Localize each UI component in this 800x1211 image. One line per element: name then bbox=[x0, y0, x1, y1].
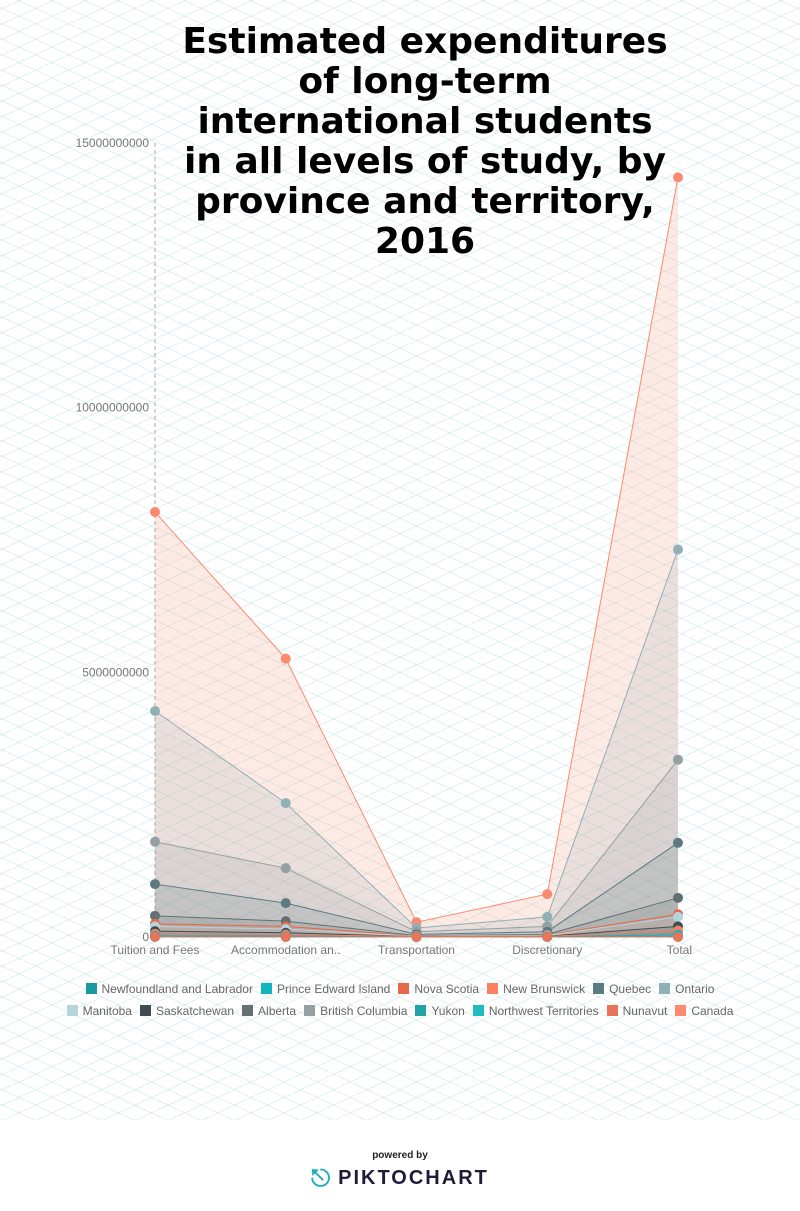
chart-plot: 0 5000000000 10000000000 15000000000 Tuition… bbox=[76, 136, 692, 957]
data-point bbox=[411, 931, 422, 942]
legend-swatch bbox=[139, 1005, 151, 1016]
legend-item[interactable]: Nunavut bbox=[606, 1000, 668, 1022]
legend-item[interactable]: Nova Scotia bbox=[398, 978, 479, 1000]
data-point bbox=[280, 798, 291, 809]
legend-label: New Brunswick bbox=[503, 982, 586, 996]
legend: Newfoundland and Labrador Prince Edward I… bbox=[40, 978, 760, 1022]
y-tick-label: 5000000000 bbox=[82, 665, 149, 679]
brand-name: PIKTOCHART bbox=[338, 1167, 489, 1189]
data-point bbox=[673, 911, 683, 922]
footer: powered by ⎋ PIKTOCHART bbox=[0, 1150, 800, 1193]
background-pattern bbox=[0, 0, 800, 1120]
legend-swatch bbox=[304, 1005, 316, 1016]
legend-swatch bbox=[675, 1005, 687, 1016]
data-point bbox=[150, 879, 160, 890]
data-point bbox=[542, 889, 553, 900]
x-tick-label: Tuition and Fees bbox=[111, 943, 200, 957]
legend-swatch bbox=[593, 983, 605, 994]
x-tick-label: Discretionary bbox=[512, 943, 582, 957]
legend-swatch bbox=[659, 983, 671, 994]
data-point bbox=[150, 506, 160, 517]
data-point bbox=[673, 754, 683, 765]
legend-swatch bbox=[398, 983, 410, 994]
legend-swatch bbox=[472, 1005, 484, 1016]
powered-by-label: powered by bbox=[372, 1150, 428, 1161]
legend-label: Yukon bbox=[431, 1004, 465, 1018]
data-point bbox=[150, 705, 160, 716]
legend-item[interactable]: Ontario bbox=[659, 978, 714, 1000]
data-point bbox=[280, 653, 291, 664]
data-point bbox=[150, 910, 160, 921]
data-point bbox=[542, 911, 553, 922]
legend-label: Northwest Territories bbox=[488, 1004, 599, 1018]
legend-label: Prince Edward Island bbox=[276, 982, 391, 996]
x-tick-label: Transportation bbox=[378, 943, 455, 957]
legend-item[interactable]: Newfoundland and Labrador bbox=[85, 978, 253, 1000]
x-tick-label: Total bbox=[667, 943, 692, 957]
x-tick-label: Accommodation an.. bbox=[231, 943, 340, 957]
data-point bbox=[673, 172, 683, 183]
legend-item[interactable]: Manitoba bbox=[66, 1000, 132, 1022]
data-point bbox=[673, 544, 683, 555]
legend-label: Ontario bbox=[675, 982, 715, 996]
legend-swatch bbox=[487, 983, 499, 994]
data-point bbox=[150, 836, 160, 847]
data-point bbox=[280, 898, 291, 909]
legend-item[interactable]: Saskatchewan bbox=[139, 1000, 235, 1022]
series-area bbox=[155, 759, 678, 937]
legend-item[interactable]: Canada bbox=[675, 1000, 733, 1022]
legend-swatch bbox=[606, 1005, 618, 1016]
piktochart-logo-icon: ⎋ bbox=[311, 1165, 333, 1192]
data-point bbox=[150, 931, 160, 942]
legend-label: Manitoba bbox=[82, 1004, 132, 1018]
data-point bbox=[673, 892, 683, 903]
y-tick-label: 0 bbox=[142, 930, 149, 944]
legend-item[interactable]: Northwest Territories bbox=[472, 1000, 599, 1022]
legend-label: Quebec bbox=[609, 982, 652, 996]
legend-item[interactable]: New Brunswick bbox=[487, 978, 585, 1000]
series-area bbox=[155, 842, 678, 937]
legend-swatch bbox=[242, 1005, 254, 1016]
legend-swatch bbox=[85, 983, 97, 994]
legend-label: Nova Scotia bbox=[414, 982, 480, 996]
legend-label: Nunavut bbox=[622, 1004, 668, 1018]
data-point bbox=[542, 931, 553, 942]
legend-swatch bbox=[66, 1005, 78, 1016]
y-tick-label: 15000000000 bbox=[76, 136, 150, 150]
legend-swatch bbox=[260, 983, 272, 994]
series-area bbox=[155, 549, 678, 937]
chart-title: Estimated expenditures of long-term inte… bbox=[182, 21, 668, 262]
data-point bbox=[280, 931, 291, 942]
data-point bbox=[673, 931, 683, 942]
data-point bbox=[673, 837, 683, 848]
legend-label: Saskatchewan bbox=[155, 1004, 235, 1018]
y-tick-label: 10000000000 bbox=[76, 401, 150, 415]
legend-label: Canada bbox=[691, 1004, 734, 1018]
legend-label: British Columbia bbox=[320, 1004, 408, 1018]
legend-item[interactable]: Prince Edward Island bbox=[260, 978, 391, 1000]
piktochart-logo[interactable]: ⎋ PIKTOCHART bbox=[0, 1165, 800, 1193]
legend-label: Newfoundland and Labrador bbox=[101, 982, 253, 996]
legend-item[interactable]: Quebec bbox=[593, 978, 651, 1000]
legend-swatch bbox=[415, 1005, 427, 1016]
legend-item[interactable]: British Columbia bbox=[304, 1000, 407, 1022]
legend-label: Alberta bbox=[258, 1004, 297, 1018]
legend-item[interactable]: Alberta bbox=[242, 1000, 296, 1022]
data-point bbox=[280, 863, 291, 874]
series-area bbox=[155, 177, 678, 937]
legend-item[interactable]: Yukon bbox=[415, 1000, 465, 1022]
